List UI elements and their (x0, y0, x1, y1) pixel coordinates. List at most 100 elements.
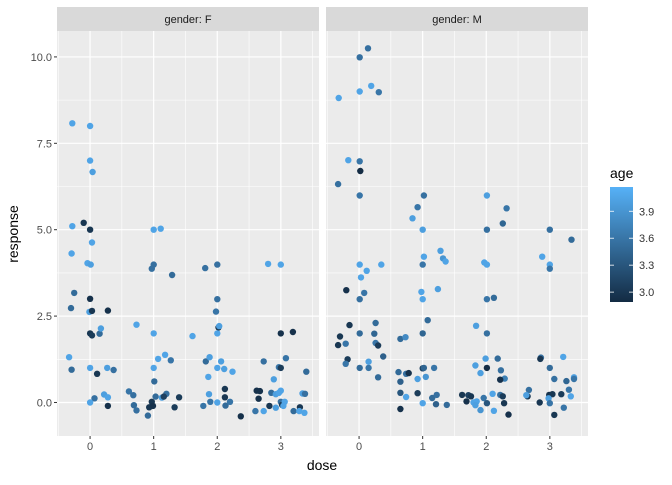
data-point (205, 373, 212, 381)
data-point (214, 261, 221, 268)
legend-tick-label: 3.0 (639, 287, 654, 299)
data-point (149, 402, 157, 410)
data-point (422, 373, 429, 381)
data-point (545, 395, 552, 402)
legend-tick-label: 3.9 (639, 206, 654, 218)
data-point (414, 390, 421, 397)
x-tick-label: 0 (356, 441, 362, 453)
data-point (357, 274, 365, 281)
facet-panel-1: gender: M (326, 7, 588, 436)
data-point (477, 369, 484, 377)
data-point (260, 407, 267, 415)
data-point (280, 402, 287, 410)
data-point (86, 295, 94, 302)
data-point (334, 180, 342, 188)
data-point (409, 215, 416, 222)
data-point (443, 401, 450, 409)
data-point (546, 364, 553, 372)
data-point (69, 120, 76, 127)
colorbar (610, 187, 633, 302)
data-point (356, 158, 363, 165)
data-point (402, 393, 410, 401)
data-point (217, 358, 225, 365)
x-tick-label: 0 (87, 441, 93, 453)
data-point (472, 322, 480, 329)
data-point (335, 94, 342, 102)
data-point (356, 192, 363, 199)
data-point (490, 294, 498, 301)
data-point (214, 399, 221, 406)
data-point (255, 395, 262, 402)
data-point (434, 285, 442, 293)
data-point (270, 376, 277, 383)
data-point (570, 375, 578, 383)
data-point (144, 412, 152, 419)
data-point (505, 411, 512, 418)
data-point (206, 354, 213, 361)
data-point (221, 385, 229, 393)
data-point (133, 321, 140, 328)
data-point (150, 364, 157, 372)
data-point (289, 328, 297, 336)
data-point (551, 375, 558, 383)
data-point (361, 289, 368, 297)
x-tick-label: 3 (547, 441, 553, 453)
data-point (356, 88, 363, 95)
data-point (68, 250, 75, 257)
data-point (503, 205, 510, 212)
data-point (264, 260, 272, 268)
data-point (499, 393, 506, 400)
data-point (152, 393, 159, 400)
data-point (372, 319, 379, 327)
data-point (483, 296, 491, 303)
data-point (88, 332, 96, 339)
data-point (375, 89, 382, 96)
data-point (490, 407, 498, 414)
data-point (483, 226, 491, 233)
data-point (356, 54, 363, 61)
data-point (539, 253, 546, 260)
data-point (87, 261, 94, 268)
data-point (93, 370, 101, 377)
data-point (89, 168, 96, 176)
data-point (563, 377, 570, 385)
data-point (252, 407, 259, 415)
data-point (160, 393, 167, 400)
data-point (567, 393, 574, 400)
data-point (477, 406, 484, 414)
data-point (130, 392, 137, 399)
data-point (104, 364, 111, 372)
data-point (110, 366, 117, 374)
data-point (364, 45, 372, 52)
data-point (397, 405, 404, 413)
data-point (365, 364, 372, 372)
data-point (419, 296, 426, 303)
x-tick-label: 2 (483, 441, 489, 453)
data-point (86, 122, 94, 130)
data-point (277, 364, 284, 372)
data-point (68, 366, 75, 373)
data-point (432, 401, 440, 408)
data-point (568, 236, 575, 243)
data-point (86, 399, 94, 406)
data-point (148, 265, 155, 272)
y-tick-label: 0.0 (37, 397, 52, 409)
data-point (277, 261, 284, 268)
data-point (229, 368, 236, 375)
data-point (221, 394, 229, 401)
data-point (342, 340, 349, 347)
data-point (104, 307, 112, 314)
data-point (500, 400, 508, 407)
data-point (157, 225, 164, 232)
data-point (212, 308, 220, 315)
data-point (551, 411, 558, 419)
data-point (480, 394, 487, 402)
data-point (91, 395, 98, 402)
data-point (565, 386, 573, 393)
data-point (395, 368, 402, 376)
x-tick-label: 3 (278, 441, 284, 453)
data-point (374, 374, 382, 381)
facet-strip (57, 7, 319, 31)
data-point (154, 355, 162, 363)
